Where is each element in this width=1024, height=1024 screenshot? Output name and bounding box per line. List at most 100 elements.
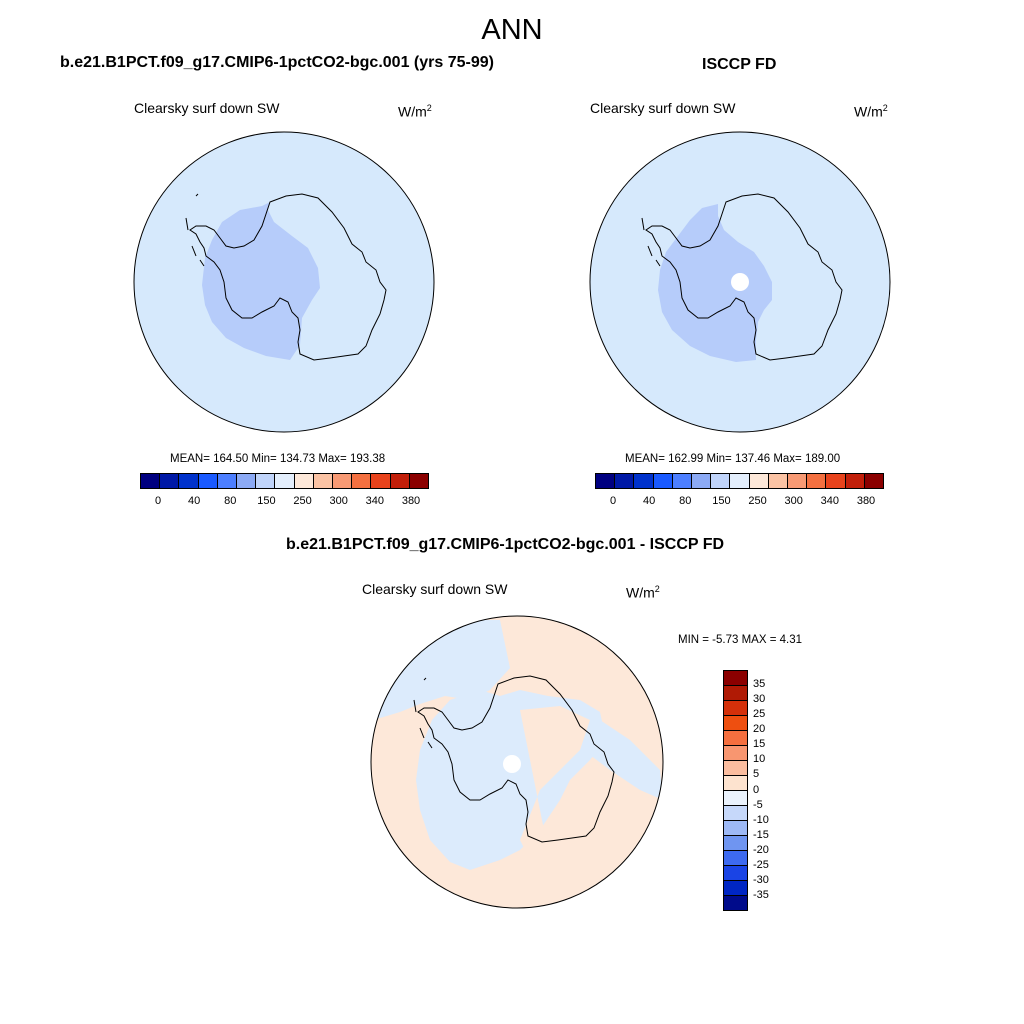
panel-3-colorbar-box — [724, 731, 747, 746]
panel-1-colorbar-box — [294, 474, 314, 488]
map-3-antarctica-coastline — [417, 675, 615, 843]
panel-3-colorbar-box — [724, 866, 747, 881]
panel-2-variable-label: Clearsky surf down SW — [590, 100, 736, 116]
panel-1-colorbar-box — [409, 474, 429, 488]
figure-title: ANN — [481, 14, 543, 46]
map-3-peninsula-detail — [413, 677, 433, 749]
panel-3-colorbar-tick-label: -30 — [753, 873, 769, 886]
map-2-peninsula-detail — [641, 217, 661, 267]
panel-2-colorbar-box — [672, 474, 693, 488]
panel-2-colorbar-box — [864, 474, 884, 488]
panel-3-stats: MIN = -5.73 MAX = 4.31 — [678, 634, 803, 646]
map-3-positive-region-interior — [520, 706, 630, 868]
panel-3-colorbar-tick-label: 5 — [753, 768, 760, 781]
panel-3-colorbar-tick-label: 15 — [753, 738, 766, 751]
map-3-boundary — [370, 615, 664, 909]
panel-1-colorbar-box — [237, 474, 257, 488]
map-2-missing-data-pole — [731, 273, 749, 291]
panel-2-colorbar-box — [730, 474, 750, 488]
panel-3-colorbar-tick-label: -20 — [753, 843, 769, 856]
panel-3-units-label: W/m2 — [626, 584, 660, 601]
panel-3-colorbar-tick-label: -25 — [753, 858, 769, 871]
map-1-west-antarctic-region — [202, 202, 320, 360]
panel-1-variable-label: Clearsky surf down SW — [134, 100, 280, 116]
panel-1-colorbar-box — [256, 474, 276, 488]
panel-1-colorbar-box — [217, 474, 238, 488]
panel-3-colorbar-tick-label: 35 — [753, 678, 766, 691]
map-1-peninsula-detail — [185, 193, 205, 267]
panel-2-colorbar-tick-label: 380 — [856, 495, 876, 507]
map-2-field — [589, 131, 891, 433]
panel-3-colorbar — [723, 670, 748, 911]
panel-3-colorbar-box — [724, 671, 747, 686]
panel-1-colorbar-box — [313, 474, 334, 488]
panel-3-colorbar-tick-label: 30 — [753, 693, 766, 706]
panel-3-colorbar-tick-label: -15 — [753, 828, 769, 841]
panel-1-colorbar-box — [141, 474, 161, 488]
panel-2-colorbar-box — [692, 474, 712, 488]
panel-2-colorbar-box — [596, 474, 616, 488]
panel-1-colorbar-box — [179, 474, 199, 488]
panel-2-colorbar-box — [788, 474, 808, 488]
panel-3-colorbar-tick-label: 25 — [753, 708, 766, 721]
panel-1-colorbar-box — [352, 474, 372, 488]
panel-3-colorbar-box — [724, 716, 747, 731]
panel-3-colorbar-box — [724, 746, 747, 761]
panel-2-colorbar-box — [615, 474, 635, 488]
panel-3-colorbar-box — [724, 686, 747, 701]
panel-1-colorbar-tick-label: 80 — [224, 495, 237, 507]
panel-1-colorbar — [140, 473, 429, 489]
panel-3-colorbar-tick-label: -35 — [753, 888, 769, 901]
panel-3-colorbar-box — [724, 776, 747, 791]
map-1-field — [133, 131, 435, 433]
panel-2-colorbar-tick-label: 0 — [609, 495, 617, 507]
panel-1-colorbar-tick-label: 150 — [257, 495, 276, 507]
panel-2-colorbar-tick-label: 340 — [820, 495, 840, 507]
panel-2-colorbar-box — [826, 474, 846, 488]
panel-2-units-label: W/m2 — [854, 103, 888, 120]
panel-3-colorbar-tick-label: -10 — [753, 813, 769, 826]
panel-3-colorbar-tick-label: 20 — [753, 723, 766, 736]
panel-3-case-title: b.e21.B1PCT.f09_g17.CMIP6-1pctCO2-bgc.00… — [286, 536, 725, 553]
panel-3-colorbar-box — [724, 881, 747, 896]
panel-3-colorbar-box — [724, 896, 747, 910]
panel-1-colorbar-box — [198, 474, 218, 488]
panel-2-colorbar-box — [768, 474, 789, 488]
map-3-field — [370, 615, 664, 909]
panel-2-colorbar-tick-label: 300 — [784, 495, 803, 507]
panel-2-stats: MEAN= 162.99 Min= 137.46 Max= 189.00 — [625, 453, 841, 465]
map-2-boundary — [589, 131, 891, 433]
panel-1-colorbar-tick-label: 340 — [365, 495, 385, 507]
panel-3-colorbar-box — [724, 761, 747, 776]
panel-2-colorbar-box — [711, 474, 731, 488]
panel-2-colorbar-tick-label: 80 — [679, 495, 692, 507]
panel-1-case-title: b.e21.B1PCT.f09_g17.CMIP6-1pctCO2-bgc.00… — [60, 54, 494, 71]
panel-2-colorbar-tick-label: 150 — [712, 495, 731, 507]
panel-1-colorbar-tick-label: 0 — [154, 495, 162, 507]
map-3-missing-data-pole — [503, 755, 521, 773]
panel-3-colorbar-box — [724, 821, 747, 836]
panel-3-colorbar-box — [724, 836, 747, 851]
panel-3-colorbar-tick-label: -5 — [753, 798, 763, 811]
panel-1-colorbar-tick-label: 40 — [188, 495, 201, 507]
map-2-west-antarctic-region — [658, 204, 772, 362]
panel-2-colorbar-box — [634, 474, 654, 488]
panel-3-variable-label: Clearsky surf down SW — [362, 581, 508, 597]
panel-1-colorbar-tick-label: 300 — [329, 495, 348, 507]
panel-3-colorbar-box — [724, 806, 747, 821]
panel-2-colorbar — [595, 473, 884, 489]
panel-3-colorbar-tick-label: 10 — [753, 753, 766, 766]
panel-2-colorbar-tick-label: 250 — [748, 495, 767, 507]
panel-2-colorbar-box — [807, 474, 827, 488]
panel-1-colorbar-box — [275, 474, 295, 488]
panel-2-colorbar-box — [749, 474, 769, 488]
panel-2-case-title: ISCCP FD — [702, 56, 777, 73]
map-1-antarctica-coastline — [189, 193, 387, 361]
panel-1-colorbar-box — [371, 474, 391, 488]
map-3-negative-region-east — [560, 720, 663, 800]
panel-1-colorbar-box — [390, 474, 410, 488]
panel-1-colorbar-tick-label: 250 — [293, 495, 312, 507]
panel-2-colorbar-box — [653, 474, 673, 488]
panel-3-colorbar-tick-label: 0 — [753, 783, 760, 796]
